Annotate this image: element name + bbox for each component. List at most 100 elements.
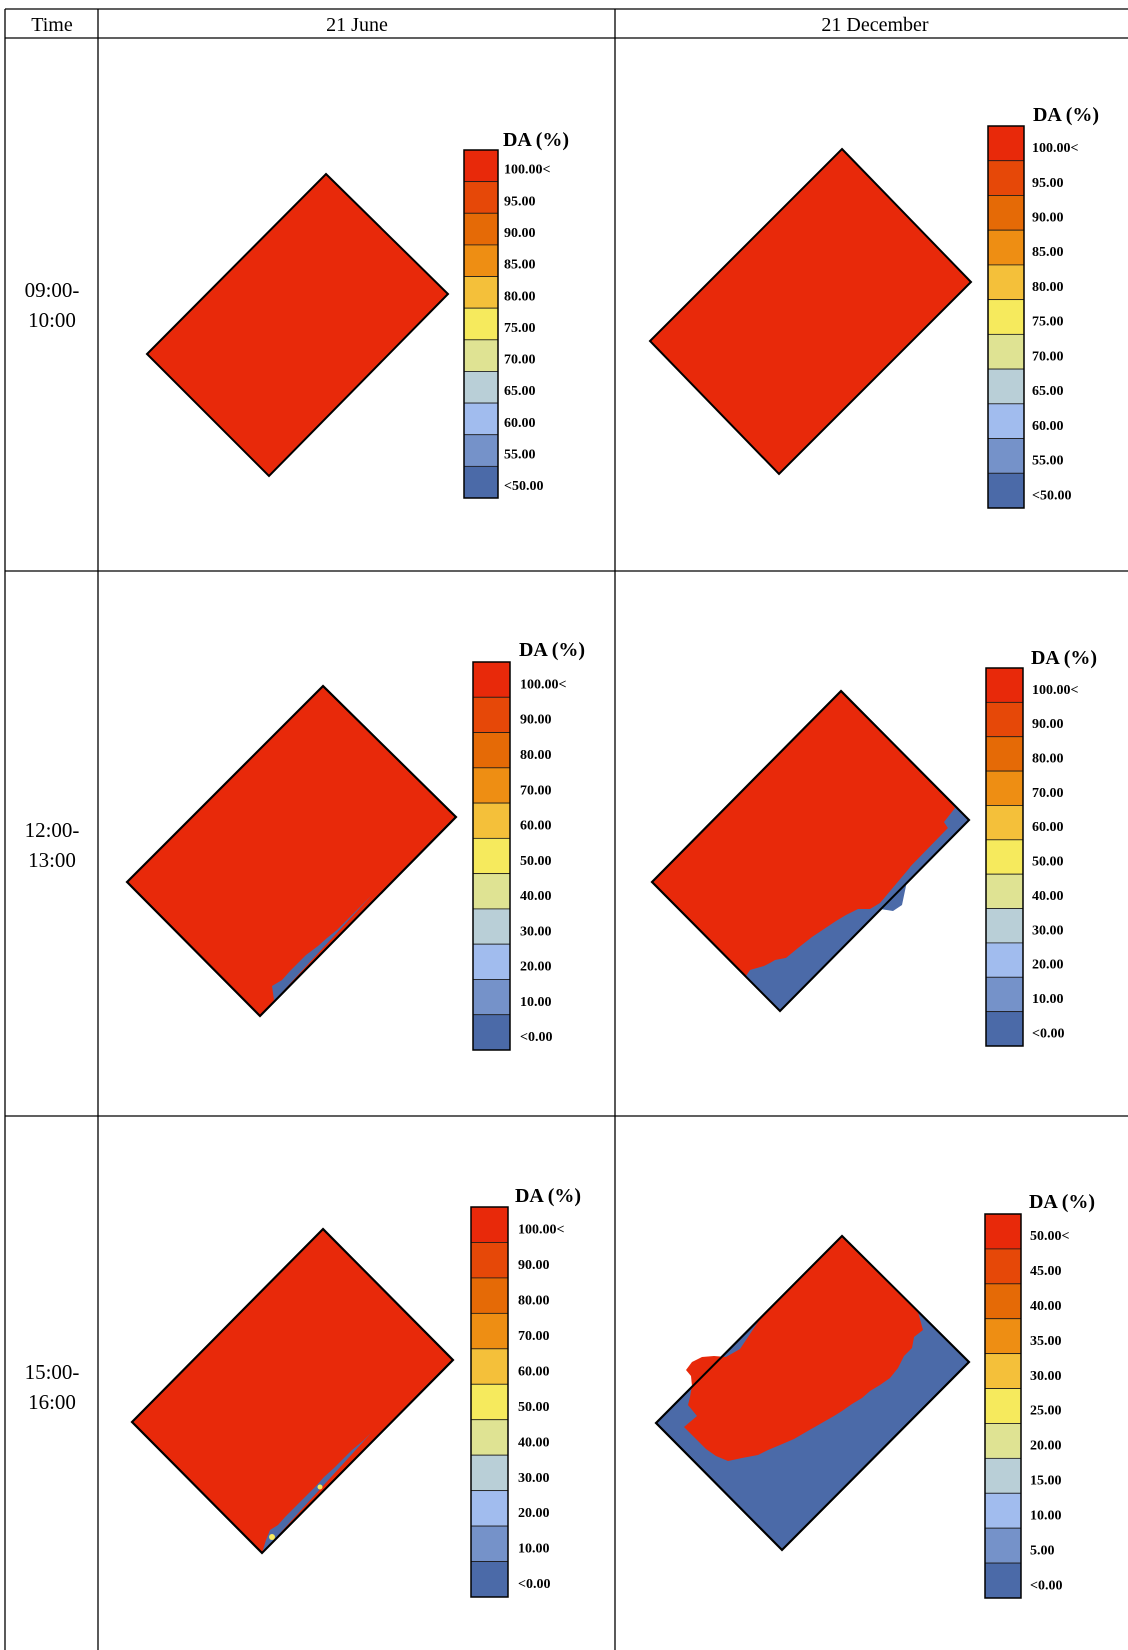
legend-swatch bbox=[984, 1318, 1022, 1355]
legend-swatch bbox=[470, 1383, 509, 1421]
floor-plan-outline bbox=[125, 684, 458, 1018]
low-da-area bbox=[262, 1432, 372, 1553]
legend-label: 65.00 bbox=[504, 384, 536, 399]
panel-december-1200: DA (%) 100.00< 90.00 80.00 70.00 60.00 50.00 40… bbox=[650, 647, 1097, 1047]
legend-label: 20.00 bbox=[1030, 1439, 1062, 1454]
legend-label: 80.00 bbox=[518, 1294, 550, 1309]
floor-plan bbox=[130, 1227, 455, 1555]
legend-label: 15.00 bbox=[1030, 1474, 1062, 1489]
legend-title: DA (%) bbox=[1029, 1191, 1095, 1213]
legend-swatch bbox=[463, 212, 499, 246]
legend-label: 40.00 bbox=[1032, 889, 1064, 904]
legend-label: 100.00< bbox=[518, 1223, 565, 1238]
legend-swatch bbox=[984, 1527, 1022, 1564]
legend-title: DA (%) bbox=[503, 129, 569, 151]
legend-label: 10.00 bbox=[1032, 992, 1064, 1007]
legend-label: <0.00 bbox=[518, 1577, 550, 1592]
legend-label: 40.00 bbox=[520, 889, 552, 904]
panel-june-1500: DA (%) 100.00< 90.00 80.00 70.00 60.00 50.00 40… bbox=[130, 1185, 581, 1598]
low-da-area-2 bbox=[746, 808, 969, 1011]
legend-swatch bbox=[463, 371, 499, 404]
legend-label: 70.00 bbox=[504, 353, 536, 368]
legend-swatch bbox=[472, 979, 511, 1016]
time-column: 09:00- 10:00 12:00- 13:00 15:00- 16:00 bbox=[25, 278, 80, 1414]
legend-swatch bbox=[472, 1014, 511, 1051]
legend-swatch bbox=[984, 1388, 1022, 1424]
legend-label: 35.00 bbox=[1030, 1334, 1062, 1349]
legend-swatch bbox=[985, 805, 1024, 841]
legend-swatch bbox=[987, 299, 1025, 335]
mid-da-spot bbox=[317, 1484, 323, 1490]
floor-plan-outline bbox=[130, 1227, 455, 1555]
legend-swatch bbox=[987, 125, 1025, 162]
legend-label: 90.00 bbox=[518, 1258, 550, 1273]
legend-label: 70.00 bbox=[1032, 786, 1064, 801]
legend-label: 70.00 bbox=[1032, 349, 1064, 364]
table-grid-lines bbox=[4, 8, 1128, 1650]
legend: DA (%) 100.00< 90.00 80.00 70.00 60.00 50.00 40… bbox=[470, 1185, 581, 1598]
legend-swatch bbox=[985, 701, 1024, 738]
legend-swatch bbox=[470, 1454, 509, 1492]
legend-label: 50.00 bbox=[1032, 855, 1064, 870]
legend-label: 100.00< bbox=[1032, 683, 1079, 698]
legend-swatch bbox=[984, 1283, 1022, 1320]
legend-swatch bbox=[984, 1213, 1022, 1250]
legend-label: 55.00 bbox=[504, 447, 536, 462]
legend-swatch bbox=[472, 908, 511, 945]
legend-swatch bbox=[472, 943, 511, 980]
table-header: Time 21 June 21 December bbox=[31, 14, 929, 36]
legend-label: 10.00 bbox=[520, 995, 552, 1010]
legend-swatch bbox=[470, 1348, 509, 1385]
legend-label: 50.00 bbox=[520, 854, 552, 869]
legend-label: 40.00 bbox=[518, 1435, 550, 1450]
legend-label: 30.00 bbox=[520, 924, 552, 939]
legend-title: DA (%) bbox=[1033, 104, 1099, 126]
legend-swatch bbox=[463, 465, 499, 499]
legend-swatch bbox=[985, 976, 1024, 1013]
time-row-3-start: 15:00- bbox=[25, 1360, 80, 1384]
legend-swatch bbox=[987, 229, 1025, 266]
legend-label: 60.00 bbox=[518, 1364, 550, 1379]
legend-swatch bbox=[984, 1562, 1022, 1599]
header-december: 21 December bbox=[821, 14, 929, 36]
time-row-2-start: 12:00- bbox=[25, 818, 80, 842]
legend-label: 65.00 bbox=[1032, 384, 1064, 399]
legend-swatch bbox=[985, 667, 1024, 703]
legend-swatch bbox=[470, 1525, 509, 1562]
floor-plan-outline bbox=[654, 1234, 971, 1552]
mid-da-spot bbox=[269, 1534, 275, 1540]
legend: DA (%) 100.00< 90.00 80.00 70.00 60.00 50.00 40… bbox=[472, 639, 585, 1051]
time-row-1-start: 09:00- bbox=[25, 278, 80, 302]
legend-swatch bbox=[985, 908, 1024, 944]
legend-frame bbox=[985, 667, 1024, 1047]
legend-label: 45.00 bbox=[1030, 1264, 1062, 1279]
floor-plan bbox=[648, 147, 973, 476]
legend-label: 30.00 bbox=[1032, 923, 1064, 938]
legend-swatch bbox=[985, 1011, 1024, 1047]
legend-label: 80.00 bbox=[1032, 752, 1064, 767]
legend-swatch bbox=[987, 403, 1025, 439]
legend-swatch bbox=[984, 1248, 1022, 1285]
legend-label: 75.00 bbox=[1032, 315, 1064, 330]
legend-swatch bbox=[470, 1242, 509, 1279]
legend-swatch bbox=[463, 307, 499, 341]
legend-label: 25.00 bbox=[1030, 1404, 1062, 1419]
legend-label: 40.00 bbox=[1030, 1299, 1062, 1314]
legend-swatch bbox=[470, 1312, 509, 1350]
legend-label: 5.00 bbox=[1030, 1543, 1055, 1558]
legend-swatch bbox=[984, 1457, 1022, 1494]
header-time: Time bbox=[31, 14, 73, 36]
legend-frame bbox=[470, 1206, 509, 1598]
legend-label: 55.00 bbox=[1032, 454, 1064, 469]
legend-title: DA (%) bbox=[519, 639, 585, 661]
legend-swatch bbox=[987, 368, 1025, 405]
legend-frame bbox=[463, 149, 499, 499]
legend-swatch bbox=[987, 333, 1025, 370]
legend-swatch bbox=[463, 276, 499, 309]
legend-swatch bbox=[472, 732, 511, 769]
legend-label: 95.00 bbox=[1032, 176, 1064, 191]
legend-label: 70.00 bbox=[518, 1329, 550, 1344]
legend-label: 10.00 bbox=[518, 1542, 550, 1557]
header-june: 21 June bbox=[326, 14, 388, 36]
